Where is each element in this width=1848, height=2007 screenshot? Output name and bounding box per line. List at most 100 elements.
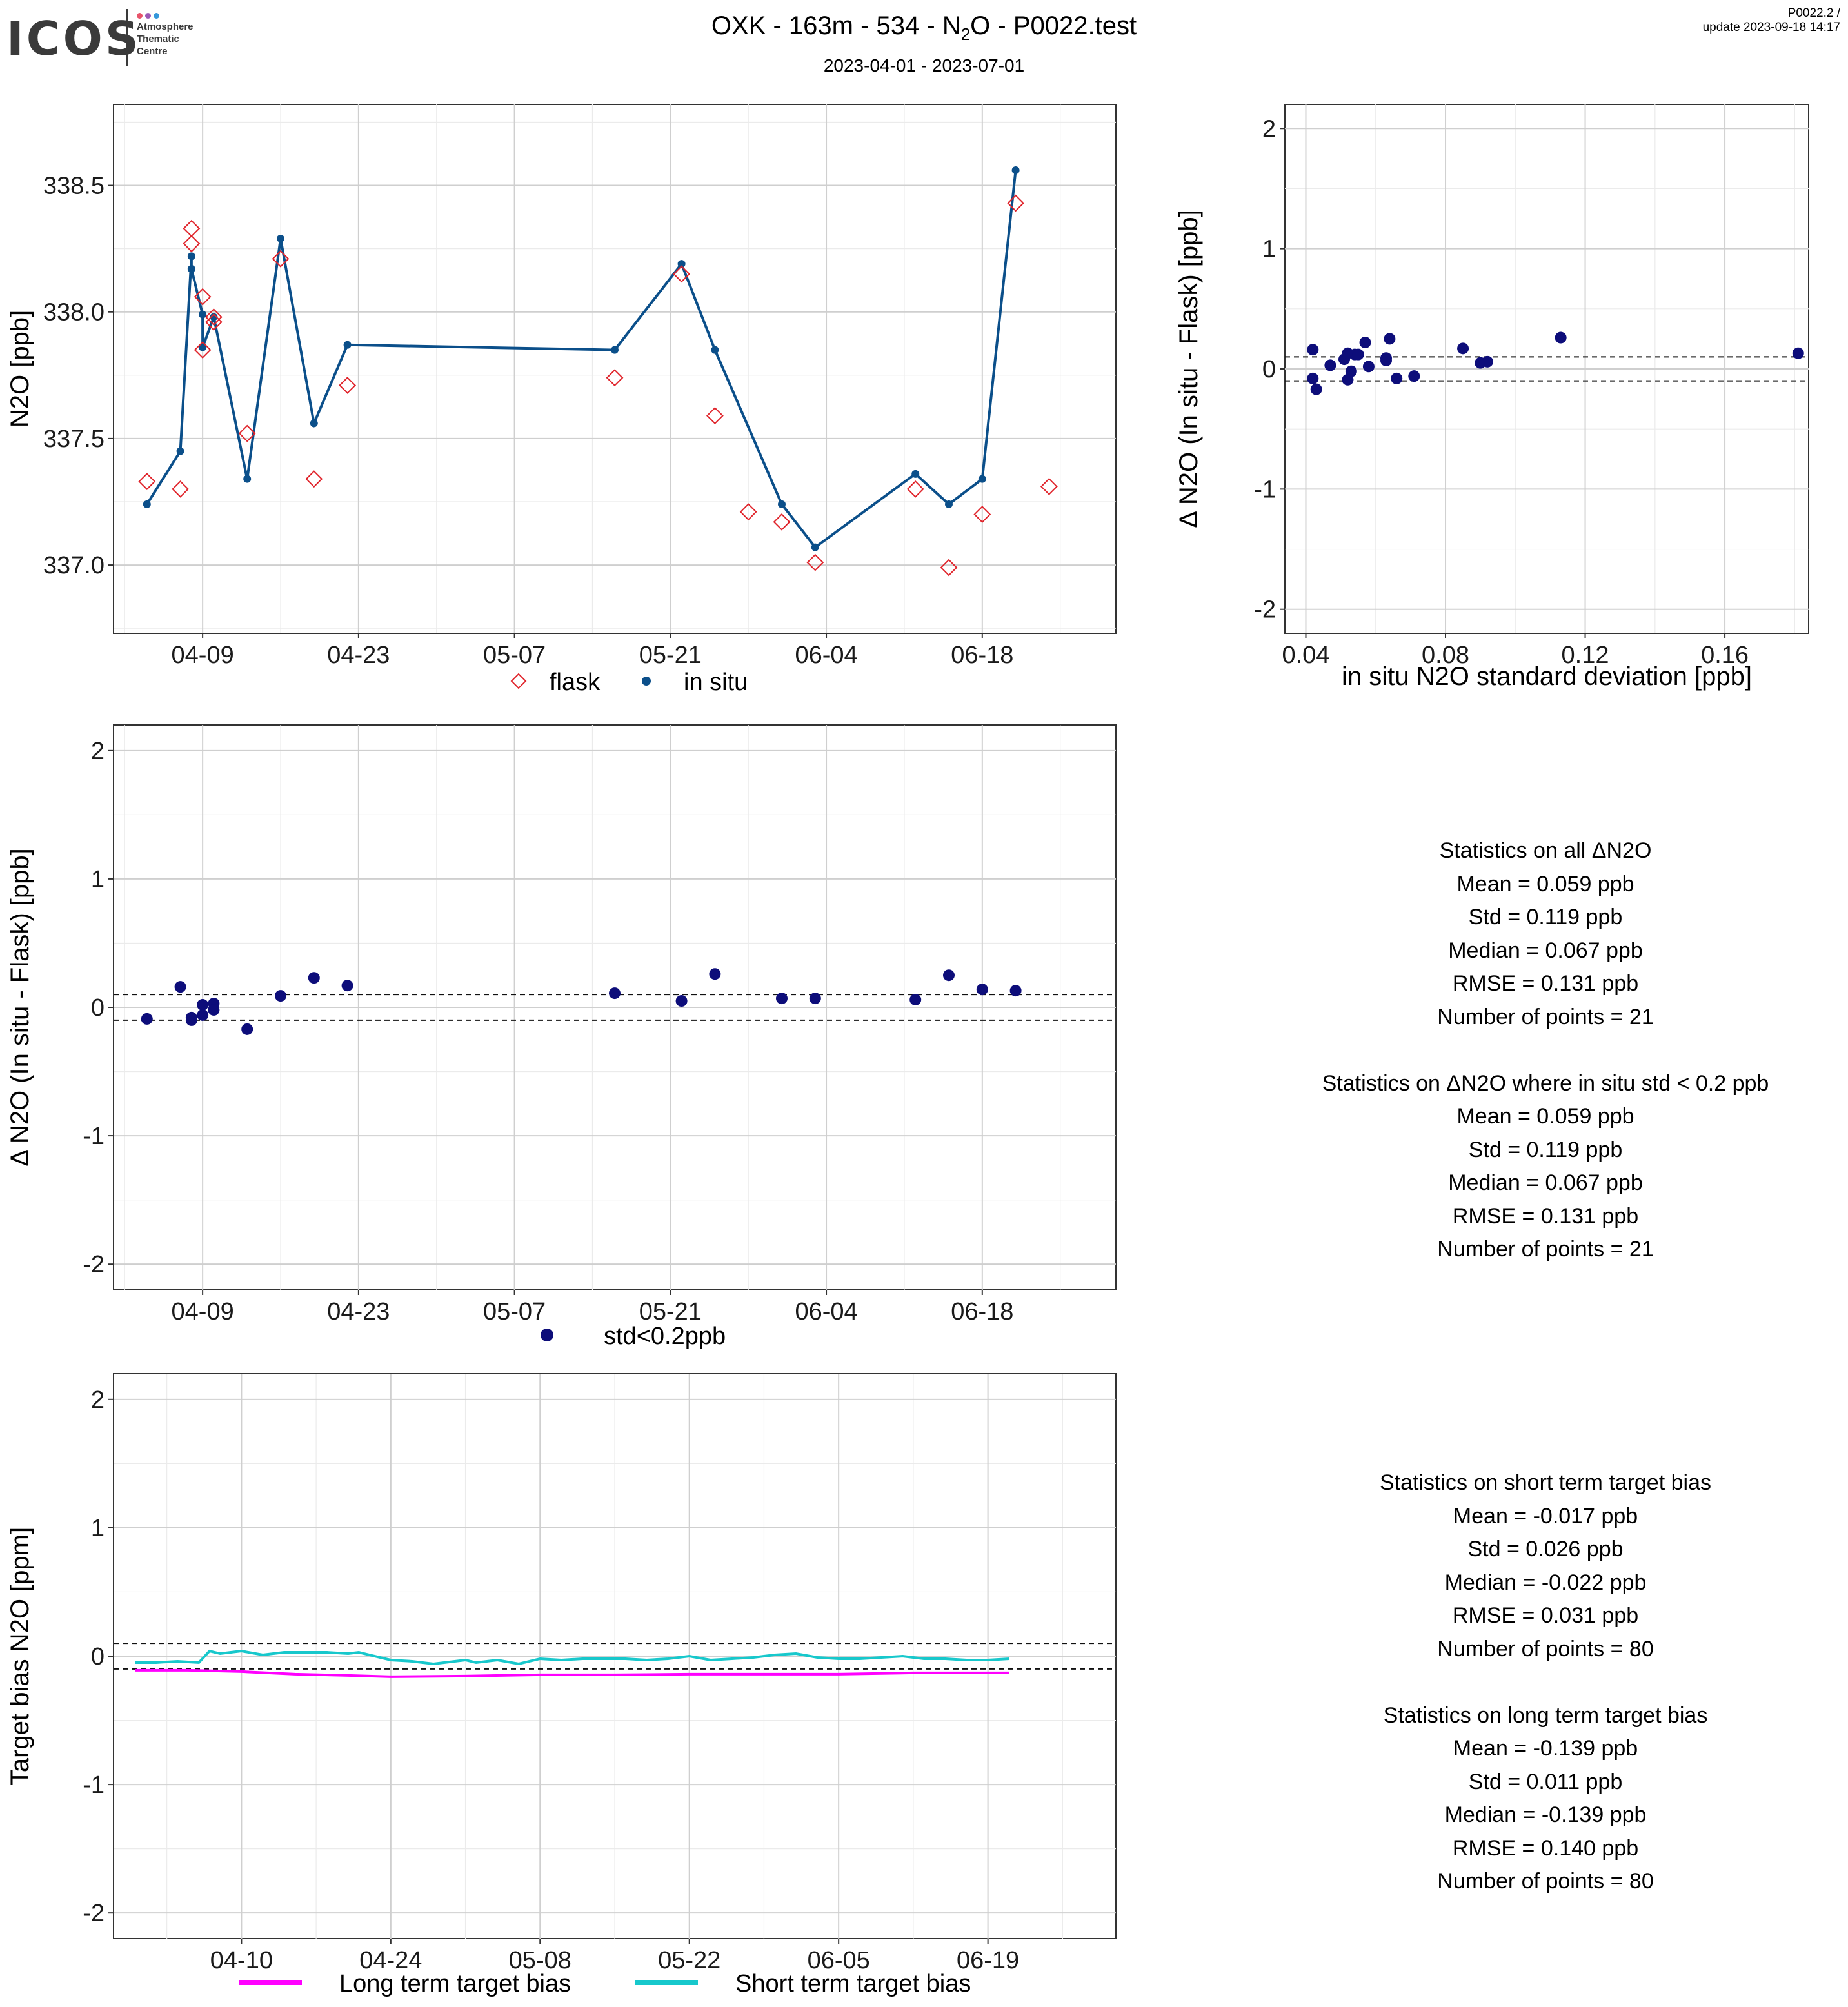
- insitu-point: [1011, 166, 1020, 175]
- data-marks: [138, 166, 1058, 577]
- stats-line: Std = 0.026 ppb: [1467, 1537, 1624, 1561]
- delta-point: [1009, 985, 1022, 997]
- delta-point: [809, 993, 821, 1005]
- x-tick-label: 05-21: [639, 642, 702, 669]
- logo-divider: [126, 9, 128, 66]
- x-tick-label: 06-18: [951, 642, 1013, 669]
- y-tick-label: -1: [83, 1123, 104, 1150]
- stats-line: Number of points = 80: [1437, 1636, 1654, 1661]
- delta-point: [1555, 331, 1567, 344]
- x-tick-label: 06-05: [808, 1947, 870, 1974]
- delta-point: [609, 987, 621, 1000]
- delta-point: [241, 1023, 253, 1035]
- logo-subtitle-line: Atmosphere: [137, 21, 194, 32]
- stats-line: Number of points = 80: [1437, 1869, 1654, 1893]
- delta-point: [1380, 354, 1392, 366]
- y-tick-label: 1: [91, 1515, 104, 1542]
- flask-point: [1040, 478, 1058, 495]
- short-term-bias-line: [135, 1649, 1009, 1665]
- x-tick-label: 0.12: [1562, 642, 1609, 669]
- tick-labels: -2 -1 0 1 2 0.04 0.08 0.12 0.16: [1254, 115, 1749, 669]
- y-axis-label: Δ N2O (In situ - Flask) [ppb]: [1175, 210, 1203, 528]
- x-axis-label: in situ N2O standard deviation [ppb]: [1342, 662, 1752, 691]
- version-label: P0022.2 /: [1787, 6, 1840, 20]
- grid-lines: [114, 104, 1116, 633]
- insitu-point: [711, 346, 719, 354]
- target-statistics: Statistics on short term target bias Mea…: [1223, 1467, 1848, 1899]
- title-prefix: OXK - 163m - 534 - N: [711, 12, 961, 40]
- delta-point: [1359, 337, 1371, 348]
- insitu-point: [199, 343, 207, 351]
- legend-insitu-key: [642, 677, 651, 686]
- grid-lines: [114, 1374, 1116, 1939]
- delta-point: [208, 1004, 220, 1016]
- flask-point: [183, 219, 201, 237]
- x-tick-label: 05-21: [639, 1298, 702, 1325]
- flask-point: [238, 424, 256, 442]
- delta-point: [141, 1013, 153, 1025]
- stats-line: Number of points = 21: [1437, 1237, 1654, 1261]
- delta-point: [1324, 359, 1336, 371]
- flask-point: [973, 506, 991, 524]
- flask-point: [194, 288, 212, 306]
- delta-point: [776, 993, 788, 1005]
- delta-point: [341, 980, 353, 992]
- flask-point: [706, 407, 724, 424]
- delta-point: [197, 999, 209, 1011]
- delta-point: [709, 968, 721, 980]
- logo-dot-2: [145, 13, 151, 19]
- y-axis-label: Target bias N2O [ppm]: [6, 1527, 34, 1785]
- insitu-point: [811, 543, 819, 551]
- x-tick-label: 06-04: [795, 1298, 857, 1325]
- insitu-point: [677, 260, 686, 268]
- flask-point: [940, 559, 958, 577]
- stats-line: Std = 0.119 ppb: [1468, 905, 1623, 929]
- delta-point: [1307, 344, 1319, 356]
- logo-subtitle-line: Centre: [137, 46, 168, 57]
- insitu-point: [778, 500, 786, 508]
- stats-line: Median = 0.067 ppb: [1448, 938, 1643, 963]
- legend-short-label: Short term target bias: [735, 1970, 971, 1997]
- stats-title: Statistics on ΔN2O where in situ std < 0…: [1322, 1071, 1769, 1096]
- delta-point: [1352, 348, 1364, 361]
- stats-line: Std = 0.011 ppb: [1468, 1769, 1623, 1794]
- flask-point: [204, 313, 223, 331]
- delta-point: [675, 995, 688, 1007]
- delta-point: [1345, 365, 1357, 377]
- x-tick-label: 05-07: [483, 1298, 546, 1325]
- flask-point: [606, 369, 624, 387]
- y-tick-label: 2: [91, 1387, 104, 1414]
- data-marks: [1285, 331, 1809, 395]
- date-range: 2023-04-01 - 2023-07-01: [823, 55, 1025, 75]
- flask-point: [773, 513, 791, 531]
- stats-title: Statistics on long term target bias: [1383, 1703, 1708, 1728]
- data-lines: [146, 170, 1017, 549]
- logo-dots: [137, 10, 162, 22]
- insitu-point: [911, 470, 920, 478]
- insitu-point: [277, 234, 284, 242]
- y-tick-label: 0: [91, 994, 104, 1022]
- timeseries-chart: 337.0 337.5 338.0 338.5 04-09 04-23 05-07 05-21…: [6, 104, 1117, 696]
- flask-point: [1007, 194, 1025, 212]
- long-term-bias-line: [135, 1668, 1009, 1678]
- stats-line: Std = 0.119 ppb: [1468, 1137, 1623, 1162]
- legend-long-label: Long term target bias: [339, 1970, 571, 1997]
- flask-point: [739, 503, 757, 521]
- delta-point: [308, 972, 320, 984]
- insitu-point: [187, 252, 195, 261]
- x-tick-label: 0.08: [1422, 642, 1469, 669]
- delta-vs-std-chart: -2 -1 0 1 2 0.04 0.08 0.12 0.16 Δ N2O (In situ -…: [1175, 104, 1809, 691]
- stats-line: RMSE = 0.131 ppb: [1452, 971, 1639, 996]
- stats-line: Median = 0.067 ppb: [1448, 1171, 1643, 1195]
- stats-line: Mean = 0.059 ppb: [1456, 1104, 1634, 1129]
- data-marks: [114, 968, 1116, 1035]
- stats-line: Mean = -0.139 ppb: [1453, 1736, 1638, 1761]
- x-tick-label: 04-24: [359, 1947, 422, 1974]
- x-tick-label: 0.16: [1701, 642, 1749, 669]
- y-tick-label: 2: [1262, 115, 1276, 143]
- stats-line: Median = -0.022 ppb: [1444, 1570, 1647, 1595]
- x-tick-label: 04-09: [172, 1298, 234, 1325]
- insitu-point: [243, 475, 252, 483]
- delta-point: [1457, 342, 1469, 355]
- insitu-point: [210, 313, 218, 321]
